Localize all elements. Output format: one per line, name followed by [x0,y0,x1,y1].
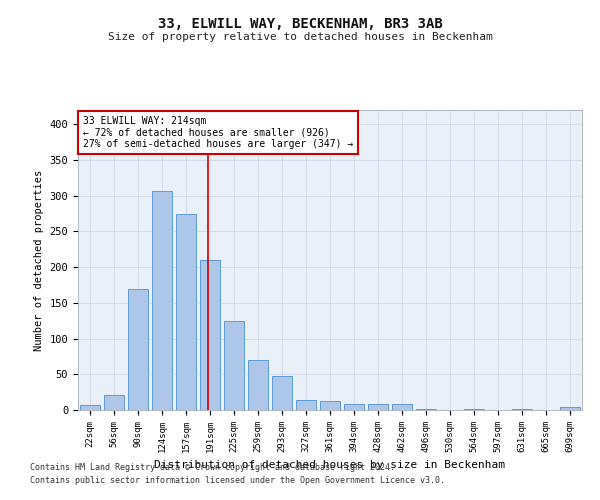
Bar [224,320,244,410]
Text: Size of property relative to detached houses in Beckenham: Size of property relative to detached ho… [107,32,493,42]
Bar [104,395,124,410]
Bar [152,190,172,410]
Text: Contains public sector information licensed under the Open Government Licence v3: Contains public sector information licen… [30,476,445,485]
Bar [128,288,148,410]
Bar [176,214,196,410]
Bar [80,405,100,410]
Bar [344,404,364,410]
Bar [272,376,292,410]
Text: 33 ELWILL WAY: 214sqm
← 72% of detached houses are smaller (926)
27% of semi-det: 33 ELWILL WAY: 214sqm ← 72% of detached … [83,116,353,149]
Bar [320,402,340,410]
Bar [392,404,412,410]
Bar [296,400,316,410]
Bar [248,360,268,410]
Text: 33, ELWILL WAY, BECKENHAM, BR3 3AB: 33, ELWILL WAY, BECKENHAM, BR3 3AB [158,18,442,32]
Y-axis label: Number of detached properties: Number of detached properties [34,170,44,350]
Bar [464,408,484,410]
Bar [200,260,220,410]
Bar [416,408,436,410]
Text: Contains HM Land Registry data © Crown copyright and database right 2024.: Contains HM Land Registry data © Crown c… [30,464,395,472]
Bar [560,407,580,410]
Bar [368,404,388,410]
X-axis label: Distribution of detached houses by size in Beckenham: Distribution of detached houses by size … [155,460,505,470]
